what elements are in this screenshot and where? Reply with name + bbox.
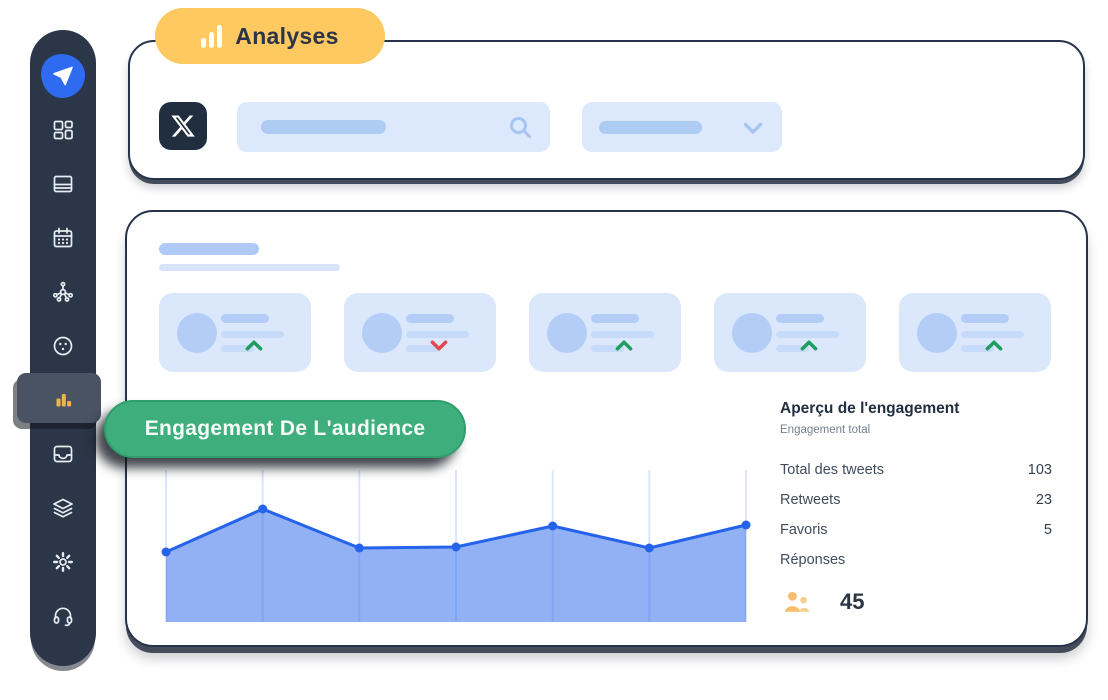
- x-logo-tile: [159, 102, 207, 150]
- engagement-audience-pill-label: Engagement De L'audience: [144, 417, 426, 440]
- send-paper-plane-icon: [53, 66, 73, 86]
- sidebar-item-calendar[interactable]: [30, 211, 96, 265]
- feed-icon: [53, 175, 73, 193]
- users-icon: [784, 591, 810, 612]
- x-twitter-icon: [171, 115, 195, 137]
- chevron-down-icon: [743, 122, 763, 134]
- audience-count-footer: 45: [780, 589, 1052, 615]
- audience-count: 45: [840, 589, 865, 614]
- stats-list: Total des tweets 103 Retweets 23 Favoris…: [780, 455, 1052, 575]
- trend-chevron-icon: [615, 340, 633, 351]
- analyses-badge[interactable]: Analyses: [155, 8, 385, 64]
- section-subtitle-skeleton: [159, 264, 340, 271]
- dropdown-value-skeleton: [599, 121, 702, 134]
- stats-row-total-tweets: Total des tweets 103: [780, 462, 1052, 478]
- engagement-audience-pill[interactable]: Engagement De L'audience: [104, 400, 466, 458]
- stats-row-retweets: Retweets 23: [780, 492, 1052, 508]
- sidebar-item-feed[interactable]: [30, 157, 96, 211]
- cookie-icon: [53, 336, 73, 356]
- stat-card[interactable]: [714, 293, 866, 372]
- sidebar-item-analytics[interactable]: [30, 373, 96, 427]
- engagement-overview-panel: Aperçu de l'engagement Engagement total …: [780, 400, 1052, 615]
- sidebar-item-settings[interactable]: [30, 535, 96, 589]
- sidebar-item-support[interactable]: [30, 589, 96, 643]
- bar-chart-icon: [201, 24, 223, 48]
- stat-avatar-skeleton: [177, 313, 217, 353]
- stat-avatar-skeleton: [732, 313, 772, 353]
- search-input[interactable]: [237, 102, 550, 152]
- stat-avatar-skeleton: [362, 313, 402, 353]
- stat-card[interactable]: [344, 293, 496, 372]
- headset-icon: [53, 607, 73, 627]
- stat-card[interactable]: [899, 293, 1051, 372]
- section-title-skeleton: [159, 243, 259, 255]
- stat-card[interactable]: [159, 293, 311, 372]
- engagement-area-chart[interactable]: [161, 470, 751, 622]
- search-icon[interactable]: [507, 114, 534, 141]
- stat-cards-row: [159, 293, 1051, 372]
- network-icon: [52, 281, 74, 302]
- stat-avatar-skeleton: [547, 313, 587, 353]
- app-logo: [41, 54, 85, 98]
- sidebar-item-cookie[interactable]: [30, 319, 96, 373]
- sidebar: [17, 30, 101, 666]
- stats-row-favoris: Favoris 5: [780, 522, 1052, 538]
- sidebar-item-dashboard[interactable]: [30, 103, 96, 157]
- layers-icon: [53, 498, 73, 518]
- engagement-chart: [161, 470, 751, 622]
- stats-row-reponses: Réponses: [780, 552, 846, 568]
- trend-chevron-icon: [430, 340, 448, 351]
- panel-subtitle: Engagement total: [780, 424, 871, 436]
- gear-icon: [53, 552, 73, 572]
- analytics-bars-icon: [56, 394, 72, 407]
- filter-dropdown[interactable]: [582, 102, 782, 152]
- dashboard-card: Aperçu de l'engagement Engagement total …: [125, 210, 1088, 647]
- sidebar-item-inbox[interactable]: [30, 427, 96, 481]
- trend-chevron-icon: [800, 340, 818, 351]
- sidebar-nav: [17, 103, 101, 643]
- calendar-icon: [53, 227, 73, 248]
- analyses-badge-label: Analyses: [235, 22, 339, 49]
- sidebar-item-network[interactable]: [30, 265, 96, 319]
- trend-chevron-icon: [985, 340, 1003, 351]
- panel-title: Aperçu de l'engagement: [780, 400, 960, 417]
- stat-card[interactable]: [529, 293, 681, 372]
- search-placeholder-skeleton: [261, 120, 386, 134]
- trend-chevron-icon: [245, 340, 263, 351]
- stat-avatar-skeleton: [917, 313, 957, 353]
- search-toolbar-card: [128, 40, 1085, 180]
- inbox-icon: [53, 445, 73, 463]
- sidebar-item-layers[interactable]: [30, 481, 96, 535]
- dashboard-icon: [53, 120, 73, 140]
